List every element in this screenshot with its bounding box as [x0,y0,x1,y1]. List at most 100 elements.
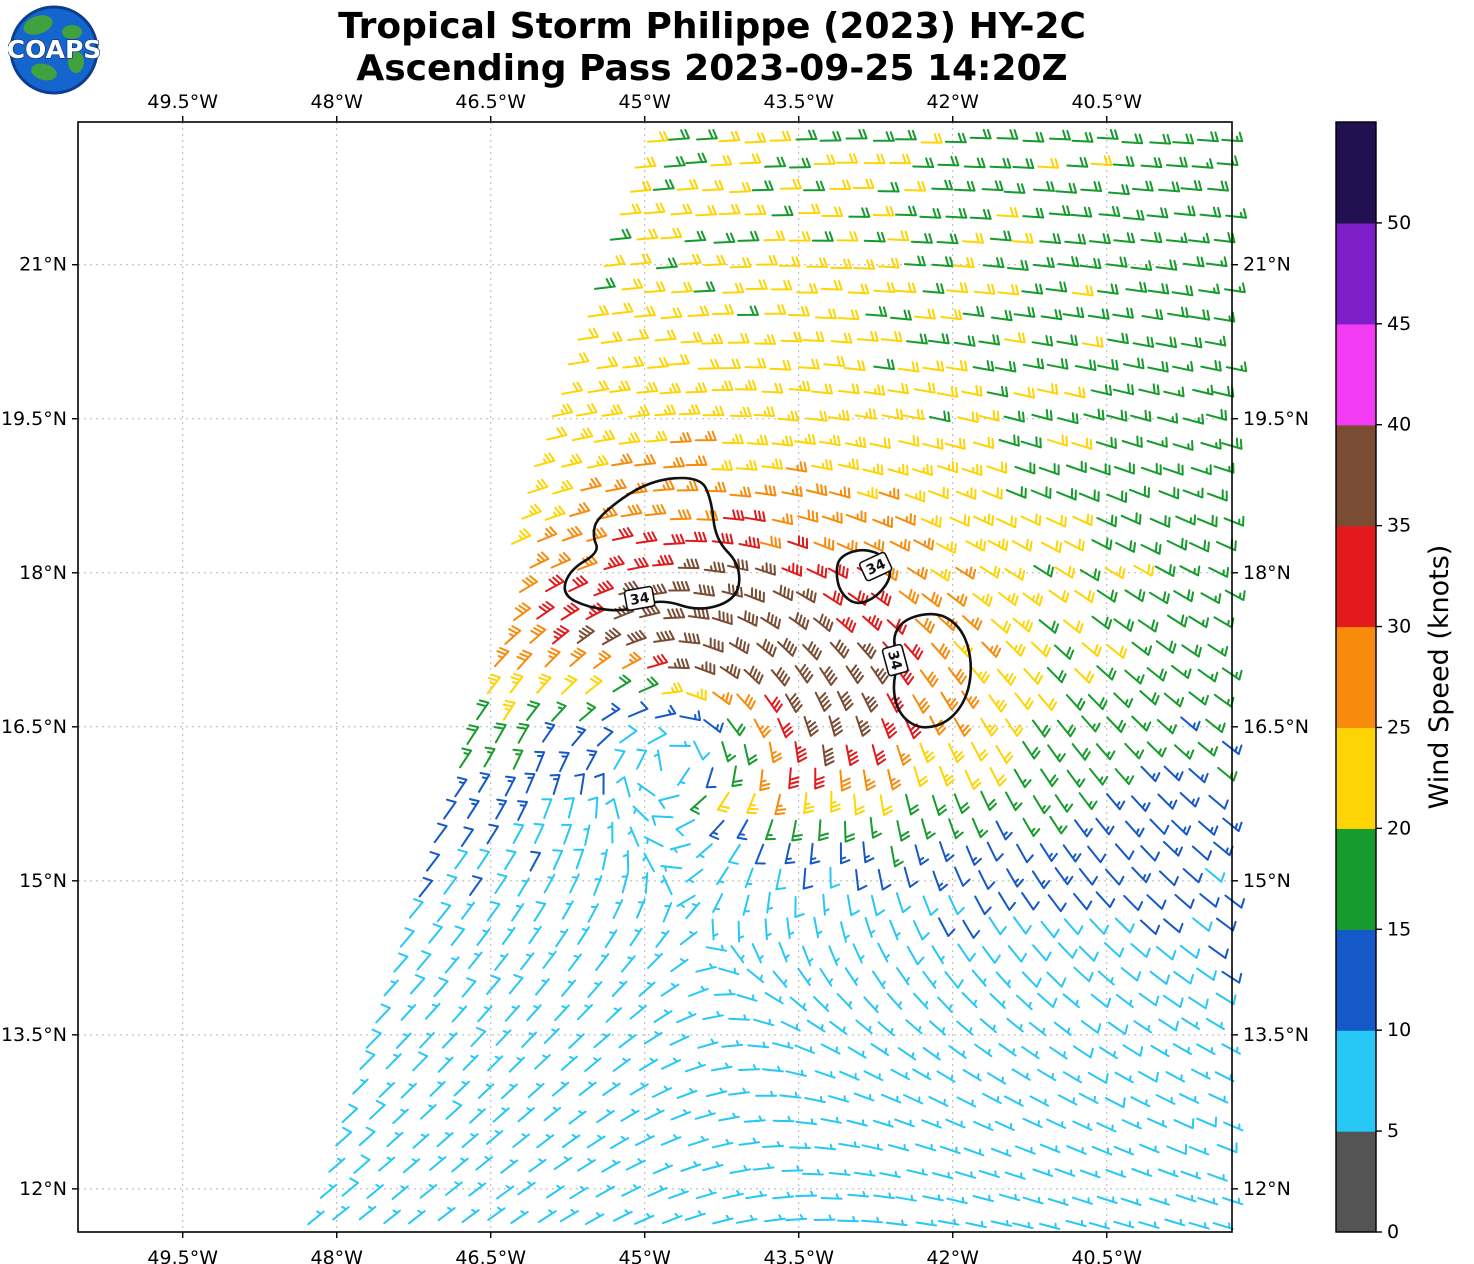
wind-barb [1212,385,1235,398]
contour-34kt [563,476,741,612]
wind-barb [629,927,643,947]
wind-barb [913,766,929,788]
wind-barb [528,925,542,945]
wind-barb [762,1141,785,1148]
wind-barb [1053,1021,1072,1036]
wind-barb [764,918,772,941]
wind-barb [1113,618,1135,632]
wind-barb [895,205,917,217]
wind-barb [746,434,769,446]
wind-barb [454,848,468,870]
wind-barb [680,332,703,344]
wind-barb [746,968,765,984]
wind-barb [785,1214,808,1222]
wind-barb [445,1181,463,1196]
wind-barb [1097,970,1115,986]
wind-barb [996,515,1017,529]
wind-barb [829,866,841,889]
wind-barb [788,231,811,242]
wind-barb [486,823,499,845]
wind-barb [978,334,1001,346]
wind-barb [964,769,982,791]
wind-barb [561,453,583,468]
wind-barb [805,410,828,422]
wind-barb [736,819,749,841]
wind-barb [1041,540,1063,554]
wind-barb [1073,1045,1094,1059]
wind-barb [1206,489,1228,502]
wind-barb [865,306,888,317]
y-tick-label-right: 18°N [1243,562,1291,584]
wind-barb [609,228,632,241]
wind-barb [1031,408,1053,421]
wind-barb [1191,1068,1211,1080]
wind-barb [697,358,720,370]
wind-barb [647,1185,668,1197]
wind-barb [662,1212,683,1225]
wind-barb [1095,743,1116,761]
wind-barb [613,748,626,770]
wind-barb [922,360,945,372]
wind-barb [1005,640,1026,657]
wind-barb [759,535,782,549]
wind-barb [946,592,968,607]
wind-barb [1133,563,1155,577]
wind-barb [693,584,715,597]
wind-barb [1137,619,1159,633]
wind-barb [1146,741,1167,758]
wind-barb [391,1185,409,1200]
wind-barb [1081,642,1102,658]
wind-barb [1140,157,1163,169]
wind-barb [853,259,876,270]
wind-barb [805,483,828,496]
wind-barb [972,360,995,372]
wind-barb [1047,894,1067,913]
wind-barb [453,1080,470,1097]
wind-barb [1022,357,1045,370]
wind-barb [603,254,626,267]
wind-barb [1095,891,1116,909]
wind-barb [675,819,696,837]
wind-barb [938,917,956,937]
wind-barb [529,850,541,872]
wind-barb [1131,795,1151,812]
wind-barb [1022,740,1041,760]
contour-label-text: 34 [629,590,651,609]
wind-barb [1188,1221,1210,1230]
wind-barb [709,819,725,840]
wind-barb [1080,181,1103,192]
wind-barb [1011,538,1033,552]
wind-barb [982,257,1005,269]
wind-barb [921,818,936,840]
wind-barb [638,981,656,997]
wind-barb [437,1206,456,1222]
wind-barb [729,181,752,194]
wind-barb [621,278,644,291]
wind-barb [1208,1093,1229,1104]
wind-barb [949,514,971,527]
wind-barb [921,591,943,608]
wind-barb [729,257,752,269]
wind-barb [1191,845,1212,861]
wind-barb [1221,970,1243,984]
wind-barb [392,1108,409,1125]
wind-barb [1204,867,1226,883]
wind-barb [1037,693,1058,712]
wind-barb [839,769,852,792]
wind-barb [846,1119,868,1127]
wind-barb [629,1004,647,1020]
wind-barb [1156,719,1177,735]
x-tick-label-top: 42°W [927,91,980,113]
wind-barb [579,702,597,722]
wind-barb [1096,1195,1118,1204]
wind-barb [905,1019,923,1035]
wind-barb [534,750,546,772]
wind-barb [529,551,550,569]
wind-barb [512,1133,530,1148]
wind-barb [1098,205,1121,217]
wind-barb [704,254,726,267]
wind-barb [517,800,528,821]
wind-barb [766,891,774,914]
wind-barb [1149,818,1170,835]
wind-barb [1054,867,1074,886]
